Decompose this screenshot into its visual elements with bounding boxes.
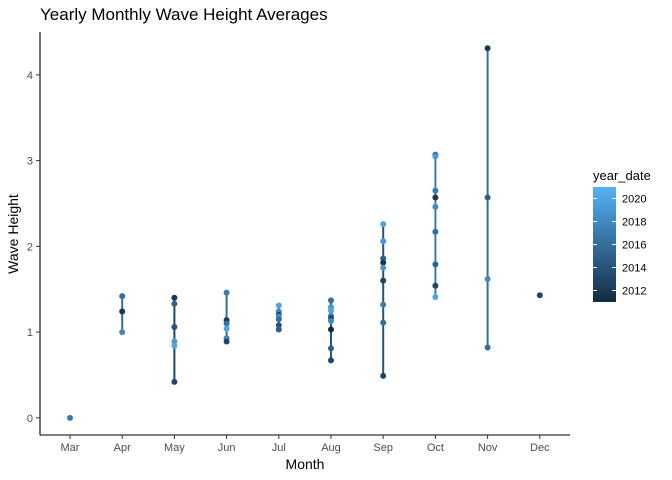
x-tick-label: Sep xyxy=(373,442,393,454)
data-point xyxy=(171,378,178,385)
data-point xyxy=(223,289,230,296)
data-point xyxy=(328,317,334,324)
y-axis-title: Wave Height xyxy=(5,194,21,274)
data-point xyxy=(484,344,491,351)
data-point xyxy=(171,300,178,307)
data-point xyxy=(432,293,439,300)
data-point xyxy=(380,259,387,266)
data-point xyxy=(223,325,230,332)
y-tick-label: 2 xyxy=(27,241,33,253)
data-point xyxy=(67,414,73,421)
legend-colorbar xyxy=(593,187,616,302)
data-point xyxy=(484,275,491,282)
data-point xyxy=(432,153,439,160)
data-point xyxy=(380,264,387,271)
y-tick-label: 1 xyxy=(27,327,33,339)
legend: year_date 2012 2014 2016 2018 2020 xyxy=(593,168,651,302)
data-points xyxy=(67,45,543,421)
x-tick-label: Mar xyxy=(61,442,80,454)
data-point xyxy=(119,329,126,336)
range-lines xyxy=(121,48,489,382)
legend-tick-label: 2012 xyxy=(622,286,646,298)
data-point xyxy=(328,326,334,333)
x-tick-label: Jul xyxy=(272,442,286,454)
data-point xyxy=(223,320,230,327)
data-point xyxy=(380,277,387,284)
data-point xyxy=(432,228,439,235)
data-point xyxy=(275,322,282,329)
data-point xyxy=(432,203,439,210)
data-point xyxy=(328,345,334,352)
x-tick-label: Oct xyxy=(427,442,444,454)
data-point xyxy=(536,292,543,299)
x-tick-label: Jun xyxy=(218,442,236,454)
data-point xyxy=(380,319,387,326)
data-point xyxy=(380,238,387,245)
legend-ticks: 2012 2014 2016 2018 2020 xyxy=(593,194,646,298)
data-point xyxy=(432,261,439,268)
y-tick-label: 3 xyxy=(27,156,33,168)
data-point xyxy=(171,342,178,349)
x-tick-label: May xyxy=(164,442,185,454)
x-tick-label: Apr xyxy=(114,442,131,454)
x-tick-label: Dec xyxy=(530,442,550,454)
data-point xyxy=(171,338,178,345)
y-tick-label: 4 xyxy=(27,70,33,82)
legend-tick-label: 2014 xyxy=(622,263,646,275)
data-point xyxy=(223,338,230,345)
data-point xyxy=(171,294,178,301)
x-tick-label: Nov xyxy=(478,442,498,454)
legend-title: year_date xyxy=(593,168,651,183)
x-axis-title: Month xyxy=(286,456,325,472)
x-tick-label: Aug xyxy=(321,442,341,454)
data-point xyxy=(484,45,491,52)
data-point xyxy=(275,326,282,333)
legend-tick-label: 2020 xyxy=(622,194,646,206)
legend-tick-label: 2018 xyxy=(622,217,646,229)
data-point xyxy=(275,302,282,309)
y-tick-label: 0 xyxy=(27,413,33,425)
data-point xyxy=(432,187,439,194)
data-point xyxy=(328,357,334,364)
legend-tick-label: 2016 xyxy=(622,240,646,252)
plot-area: 0 1 2 3 4 Mar Apr May Jun Jul Aug Sep Oct Nov Dec xyxy=(27,32,570,454)
data-point xyxy=(119,293,126,300)
data-point xyxy=(432,282,439,289)
data-point xyxy=(328,307,334,314)
data-point xyxy=(432,194,439,201)
y-axis-ticks: 0 1 2 3 4 xyxy=(27,70,40,425)
chart-title: Yearly Monthly Wave Height Averages xyxy=(40,5,328,24)
data-point xyxy=(380,372,387,379)
x-axis-ticks: Mar Apr May Jun Jul Aug Sep Oct Nov Dec xyxy=(61,435,550,454)
data-point xyxy=(484,194,491,201)
data-point xyxy=(380,221,387,228)
data-point xyxy=(380,301,387,308)
data-point xyxy=(119,308,126,315)
data-point xyxy=(380,255,387,262)
data-point xyxy=(171,323,178,330)
data-point xyxy=(275,316,282,323)
data-point xyxy=(328,297,334,304)
